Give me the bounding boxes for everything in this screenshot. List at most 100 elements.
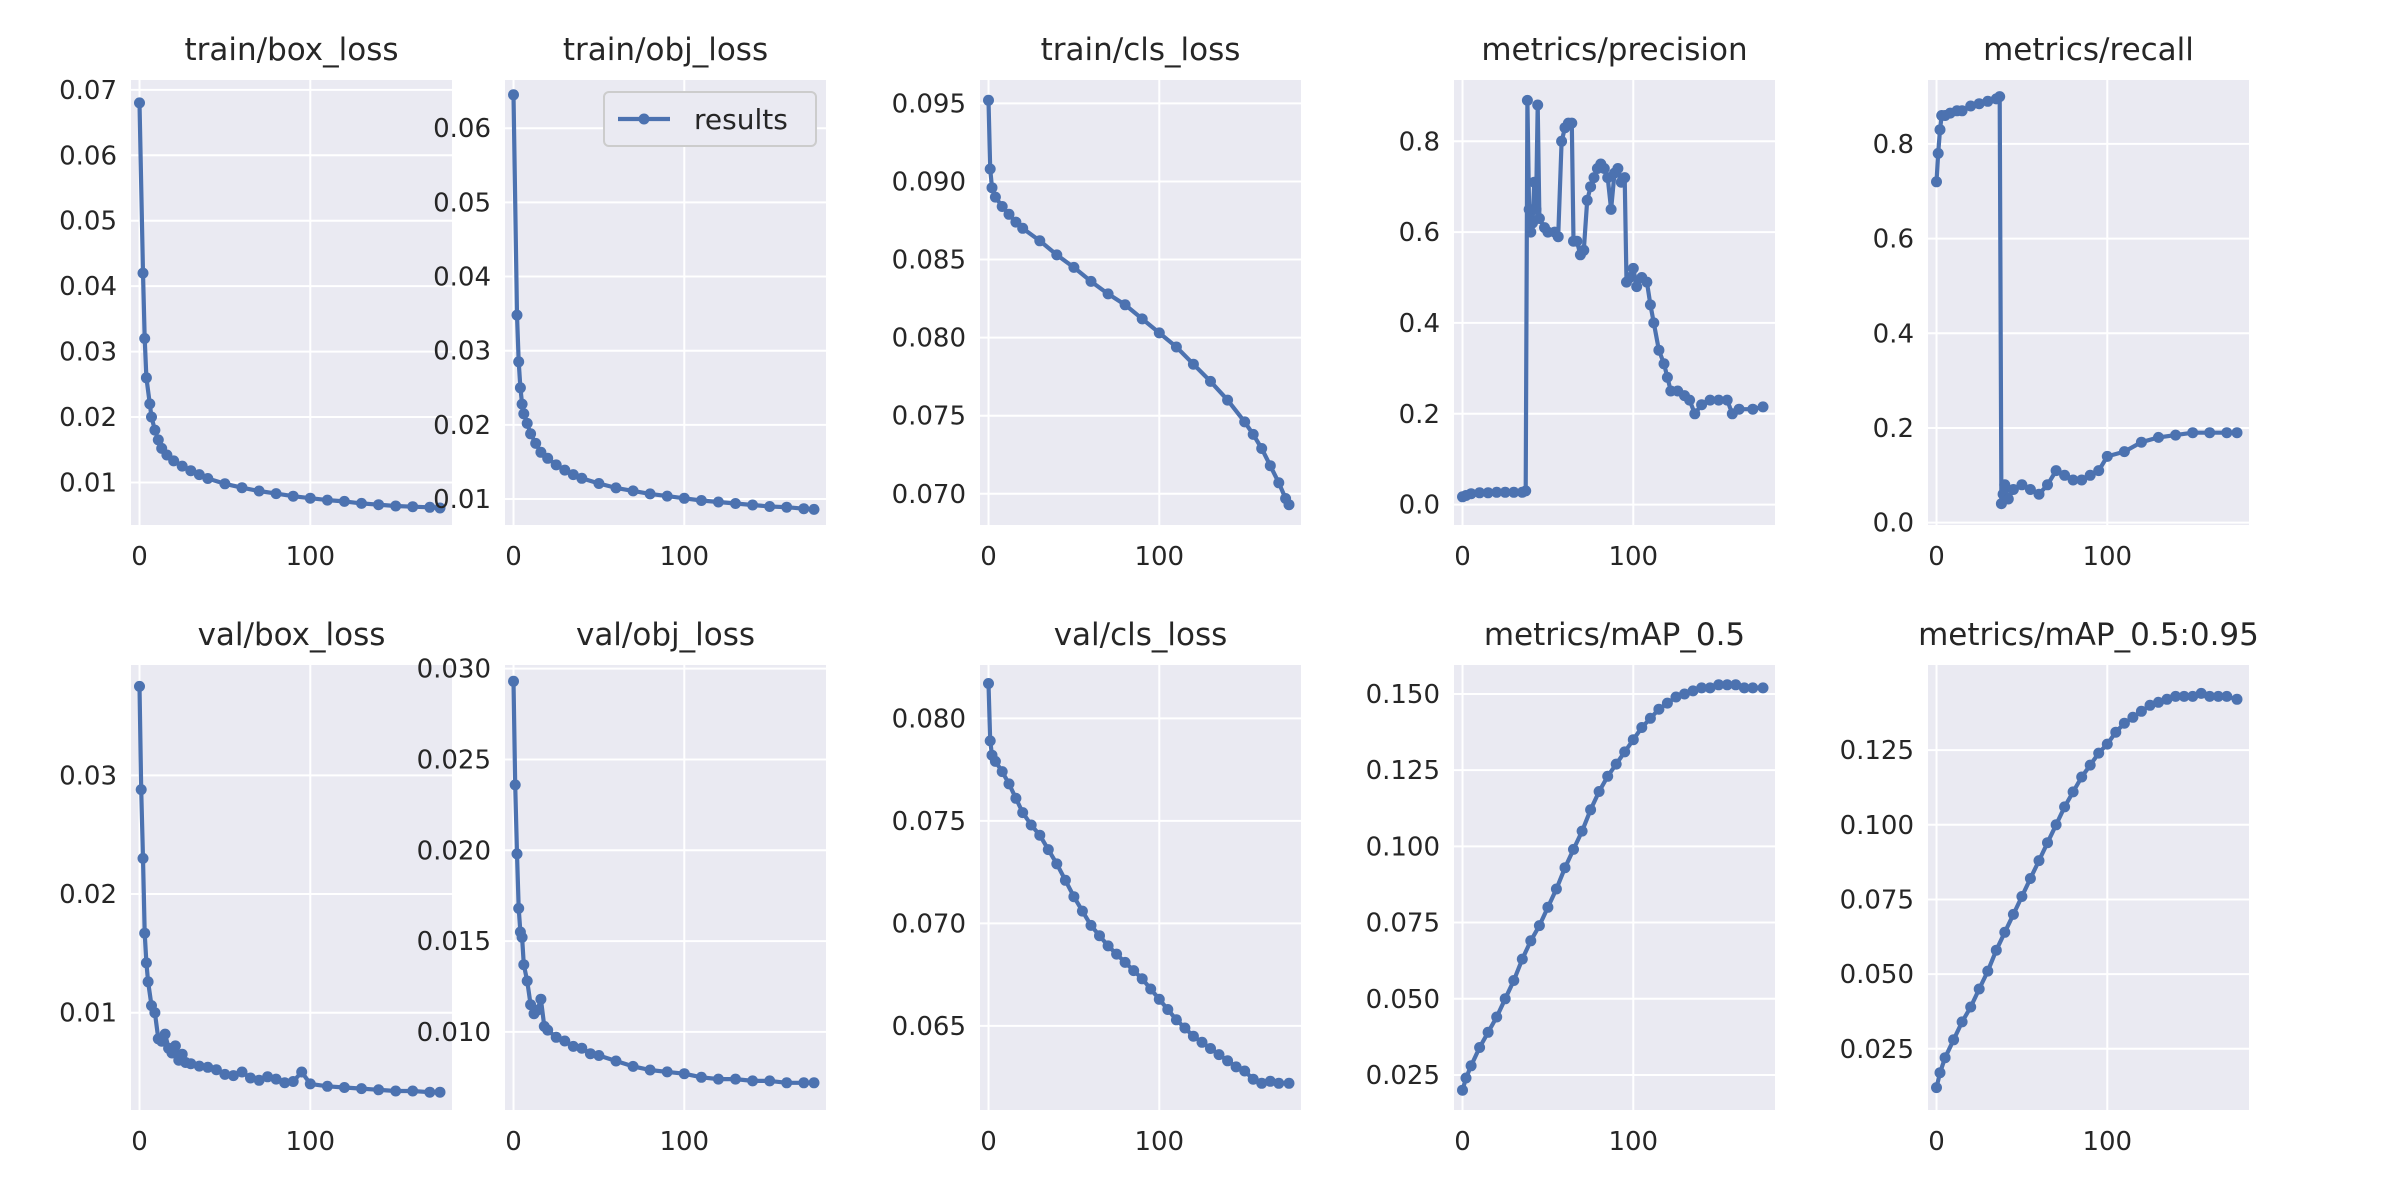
data-point: [1119, 299, 1131, 311]
data-point: [986, 182, 998, 194]
chart-panel-8: 0.065 0.070 0.075 0.080 0 100 val/cls_loss: [892, 617, 1301, 1157]
y-tick-label: 0.075: [1366, 909, 1440, 939]
data-point: [678, 1068, 690, 1080]
y-tick-label: 0.8: [1399, 127, 1440, 157]
data-point: [2221, 690, 2233, 702]
y-tick-label: 0.085: [892, 246, 966, 276]
data-point: [644, 488, 656, 500]
data-point: [2170, 690, 2182, 702]
data-point: [1102, 288, 1114, 300]
data-point: [134, 97, 145, 109]
data-point: [798, 1077, 810, 1089]
data-point: [984, 163, 996, 175]
data-point: [424, 501, 436, 513]
data-point: [1247, 428, 1259, 440]
data-point: [1738, 682, 1750, 694]
chart-panel-7: 0.010 0.015 0.020 0.025 0.030 0 100 val/obj_los…: [417, 617, 826, 1157]
data-point: [1170, 341, 1182, 353]
data-point: [1624, 272, 1636, 283]
data-point: [712, 1073, 724, 1085]
data-point: [627, 485, 639, 497]
data-point: [1713, 679, 1725, 691]
data-point: [2007, 908, 2019, 920]
data-point: [262, 1071, 274, 1083]
chart-title: metrics/mAP_0.5: [1484, 617, 1745, 653]
data-point: [1619, 746, 1631, 758]
y-tick-label: 0.03: [59, 338, 117, 368]
data-point: [1585, 804, 1597, 816]
data-point: [1934, 1067, 1946, 1079]
y-tick-label: 0.03: [59, 761, 117, 791]
data-point: [1111, 948, 1123, 960]
x-tick-label: 0: [1928, 542, 1945, 572]
data-point: [1593, 786, 1605, 797]
data-point: [140, 957, 152, 969]
y-tick-label: 0.065: [892, 1012, 966, 1042]
plot-area: [1454, 665, 1775, 1110]
data-point: [356, 497, 367, 509]
data-point: [2170, 429, 2182, 441]
data-point: [2212, 690, 2224, 702]
data-point: [521, 417, 533, 429]
data-point: [2067, 474, 2079, 486]
x-tick-label: 0: [131, 542, 148, 572]
data-point: [2084, 759, 2096, 771]
data-point: [2042, 837, 2053, 849]
chart-panel-9: 0.025 0.050 0.075 0.100 0.125 0.150 0 100 metric…: [1366, 617, 1775, 1157]
data-point: [1627, 262, 1639, 274]
y-tick-label: 0.05: [59, 207, 117, 237]
data-point: [1684, 394, 1696, 406]
data-point: [1994, 91, 2006, 103]
data-point: [135, 784, 147, 796]
data-point: [1559, 862, 1571, 874]
data-point: [270, 488, 282, 500]
data-point: [193, 469, 205, 481]
data-point: [627, 1060, 639, 1072]
x-tick-label: 100: [2082, 1127, 2132, 1157]
data-point: [808, 503, 820, 515]
data-point: [245, 1072, 256, 1084]
data-point: [1025, 819, 1037, 831]
data-point: [989, 755, 1001, 767]
data-point: [2067, 786, 2079, 798]
data-point: [390, 1085, 402, 1097]
data-point: [2204, 690, 2216, 702]
data-point: [764, 501, 776, 512]
plot-area: [505, 80, 826, 525]
data-point: [1648, 317, 1660, 329]
data-point: [1017, 222, 1029, 234]
chart-title: train/box_loss: [184, 32, 398, 68]
data-point: [1747, 403, 1759, 415]
plot-area: [1928, 80, 2249, 525]
data-point: [2110, 726, 2122, 738]
data-point: [1602, 770, 1614, 782]
data-point: [1076, 905, 1088, 917]
data-point: [137, 852, 149, 864]
plot-area: [131, 665, 452, 1110]
data-point: [1948, 1034, 1960, 1046]
data-point: [236, 1066, 248, 1078]
data-point: [747, 499, 759, 511]
data-point: [279, 1077, 291, 1089]
plot-area: [980, 665, 1301, 1110]
data-point: [134, 680, 145, 692]
y-tick-label: 0.02: [59, 403, 117, 433]
data-point: [559, 1035, 571, 1047]
data-point: [1687, 685, 1699, 697]
chart-panel-2: 0.01 0.02 0.03 0.04 0.05 0.06 0 100 train/obj_lo…: [433, 32, 826, 572]
y-tick-label: 0.06: [433, 114, 491, 144]
data-point: [2135, 705, 2147, 717]
data-point: [1721, 394, 1733, 406]
data-point: [1653, 703, 1665, 715]
y-tick-label: 0.01: [433, 485, 491, 515]
data-point: [176, 1048, 188, 1060]
chart-panel-5: 0.0 0.2 0.4 0.6 0.8 0 100 metrics/recall: [1873, 32, 2249, 572]
y-tick-label: 0.8: [1873, 130, 1914, 160]
data-point: [2024, 873, 2036, 884]
chart-panel-1: 0.01 0.02 0.03 0.04 0.05 0.06 0.07 0 100 train/bo…: [59, 32, 452, 572]
data-point: [1474, 487, 1486, 499]
data-point: [989, 191, 1001, 203]
data-point: [2153, 696, 2164, 708]
x-tick-label: 100: [659, 1127, 709, 1157]
data-point: [593, 478, 605, 489]
